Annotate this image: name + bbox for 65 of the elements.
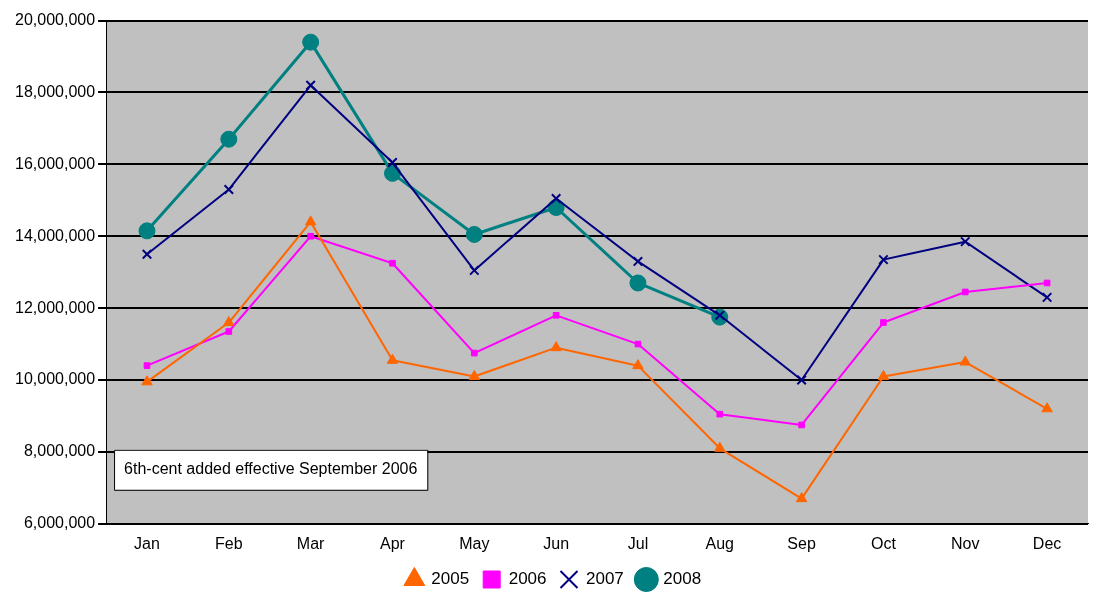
point — [795, 492, 808, 503]
point — [634, 340, 642, 348]
point — [960, 236, 971, 247]
point — [143, 362, 151, 369]
x-tick-label: Mar — [296, 534, 326, 552]
y-tick-label: 10,000,000 — [15, 370, 96, 388]
x-tick-label: Dec — [1032, 534, 1062, 552]
point — [632, 256, 644, 267]
y-tick-label: 14,000,000 — [15, 226, 96, 244]
x-tick-label: Nov — [951, 534, 980, 552]
point — [798, 421, 805, 429]
legend-label: 2006 — [508, 569, 547, 589]
point — [629, 274, 647, 292]
point — [386, 353, 399, 364]
point — [223, 184, 235, 195]
legend-label: 2007 — [586, 569, 624, 589]
point — [716, 410, 724, 418]
x-tick-label: Jun — [543, 534, 570, 552]
y-tick-label: 18,000,000 — [15, 82, 96, 100]
annotation: 6th-cent added effective September 2006 — [124, 460, 418, 478]
point — [387, 157, 398, 168]
point — [304, 215, 317, 226]
point — [1041, 402, 1053, 413]
point — [550, 193, 562, 204]
point — [305, 80, 316, 91]
x-tick-label: Sep — [787, 534, 816, 552]
point — [389, 259, 396, 267]
point — [632, 359, 644, 370]
point — [552, 312, 560, 319]
point — [220, 130, 238, 148]
point — [138, 222, 156, 240]
point — [961, 288, 969, 296]
point — [959, 355, 971, 366]
point — [469, 265, 480, 276]
y-tick-label: 20,000,000 — [15, 11, 96, 29]
legend-label: 2005 — [431, 569, 470, 589]
point — [878, 254, 889, 265]
point — [307, 232, 314, 240]
point — [141, 375, 153, 386]
point — [1041, 292, 1053, 303]
legend-label: 2008 — [663, 569, 702, 589]
x-tick-label: Oct — [870, 534, 897, 552]
y-tick-label: 6,000,000 — [23, 514, 96, 532]
point — [302, 33, 320, 51]
point — [223, 316, 235, 327]
y-tick-label: 16,000,000 — [15, 154, 96, 172]
point — [465, 225, 483, 243]
point — [880, 319, 887, 326]
y-tick-label: 12,000,000 — [15, 298, 96, 316]
point — [470, 349, 478, 357]
x-tick-label: May — [459, 534, 490, 552]
x-tick-label: Apr — [380, 534, 406, 552]
point — [1043, 279, 1051, 287]
x-tick-label: Jan — [134, 534, 160, 552]
point — [877, 369, 890, 380]
point — [141, 248, 153, 260]
point — [225, 328, 233, 335]
x-tick-label: Feb — [215, 534, 243, 552]
x-tick-label: Aug — [705, 534, 735, 552]
y-tick-label: 8,000,000 — [23, 442, 96, 460]
point — [796, 374, 807, 386]
point — [550, 341, 562, 352]
point — [468, 369, 480, 380]
x-tick-label: Jul — [627, 534, 649, 552]
point — [714, 441, 726, 452]
